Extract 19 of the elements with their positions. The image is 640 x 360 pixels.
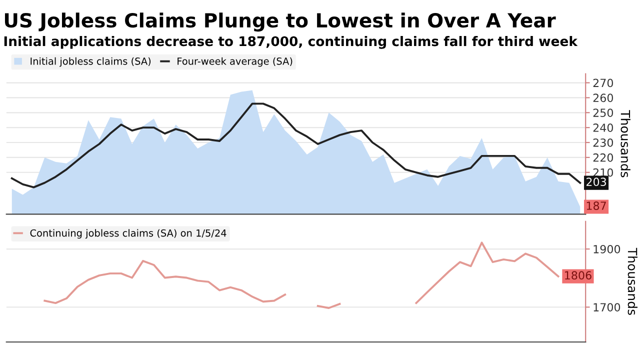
line-series: [10, 102, 582, 188]
legend-label: Continuing jobless claims (SA) on 1/5/24: [30, 229, 226, 239]
y-tick-label: 260: [593, 94, 614, 102]
legend-label: Initial jobless claims (SA): [30, 57, 151, 67]
chart-subtitle: Initial applications decrease to 187,000, continuing claims fall for third week: [4, 36, 578, 49]
y-tick-label: 1700: [594, 303, 620, 312]
y-tick-label: 1900: [594, 244, 620, 254]
y-tick-label: 250: [593, 108, 614, 118]
data-label: 1806: [565, 271, 592, 280]
y-tick-label: 230: [593, 138, 614, 147]
chart-title: US Jobless Claims Plunge to Lowest in Over A Year: [4, 12, 556, 32]
data-label: 203: [586, 178, 606, 186]
data-label: 187: [586, 202, 606, 210]
y-axis-title: Thousands: [620, 110, 630, 178]
y-tick-label: 270: [593, 78, 614, 88]
y-axis-title: Thousands: [628, 248, 638, 315]
y-tick-label: 240: [593, 124, 614, 132]
legend-label: Four-week average (SA): [178, 57, 292, 67]
y-tick-label: 220: [593, 153, 614, 162]
